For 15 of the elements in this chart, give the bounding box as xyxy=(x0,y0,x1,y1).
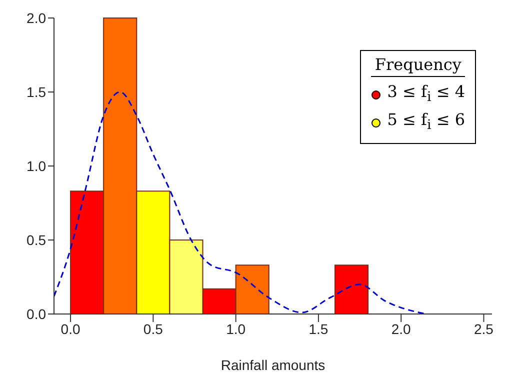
legend-label: 3 ≤ f$_{i}$ ≤ 4 xyxy=(387,81,465,108)
y-tick-label: 2.0 xyxy=(26,10,46,26)
x-axis-title: Rainfall amounts xyxy=(220,357,326,373)
legend-label: 5 ≤ f$_{i}$ ≤ 6 xyxy=(387,109,465,136)
x-tick-label: 0.0 xyxy=(60,320,80,337)
y-tick-label: 1.0 xyxy=(26,158,46,174)
legend-title: Frequency xyxy=(371,55,465,77)
y-tick-label: 1.5 xyxy=(26,84,46,100)
x-tick-label: 1.0 xyxy=(226,320,246,337)
x-tick-label: 2.5 xyxy=(474,320,494,337)
x-tick-label: 1.5 xyxy=(308,320,328,337)
x-tick-label: 0.5 xyxy=(143,320,164,337)
y-tick-label: 0.5 xyxy=(26,232,46,248)
x-tick-label: 2.0 xyxy=(391,320,412,337)
y-tick-label: 0.0 xyxy=(26,306,46,322)
